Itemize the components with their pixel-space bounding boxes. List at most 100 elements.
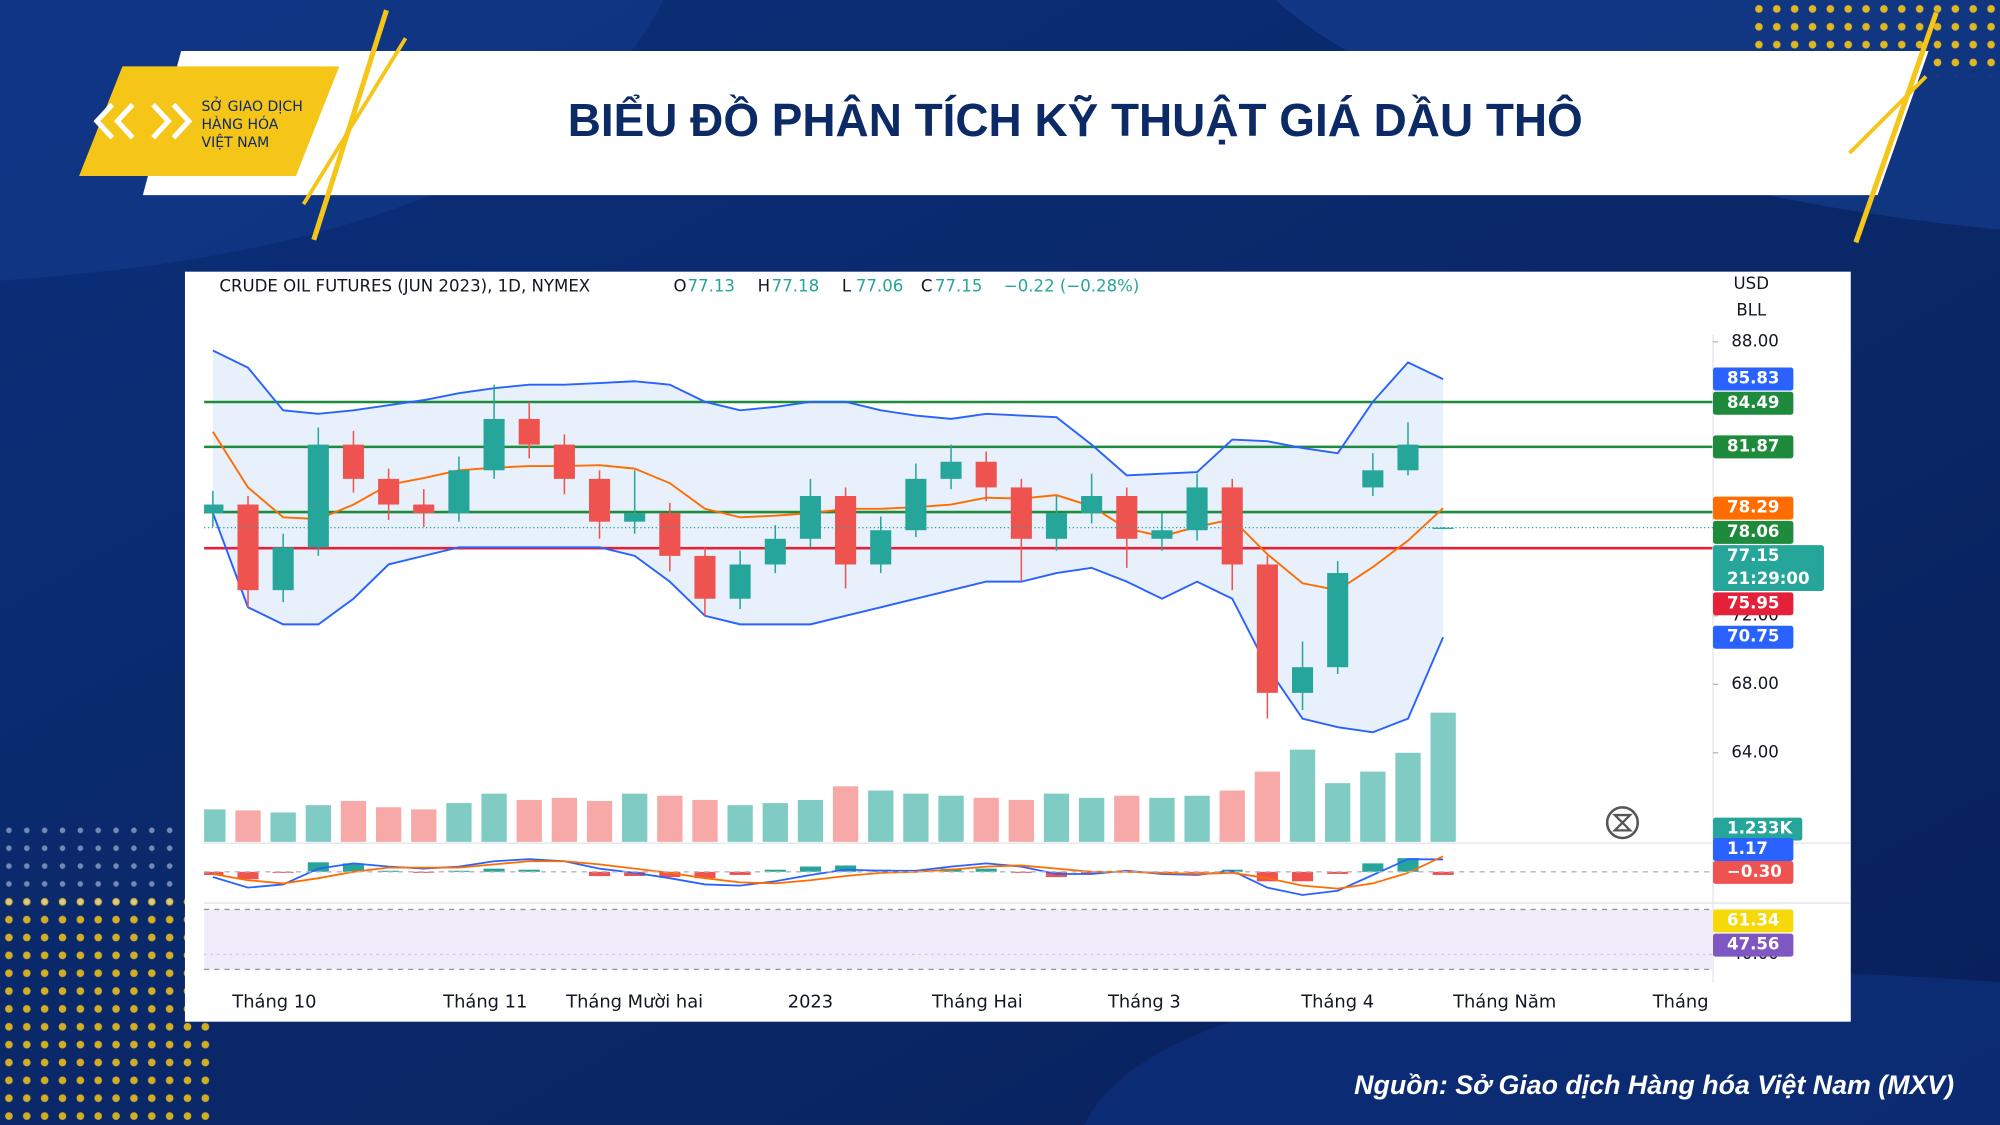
candle-body [553,444,575,479]
candle-body [659,513,681,556]
candle-body [975,461,997,488]
volume-bar [938,795,964,842]
candle-body [1327,573,1349,668]
volume-bar [446,803,472,842]
rsi-band [204,909,1714,970]
x-tick-label: Tháng Hai [931,992,1023,1013]
countdown-label: 21:29:00 [1727,569,1809,588]
candle-body [272,547,294,591]
ohlc-value: 77.18 [772,276,819,295]
accent-stripe [1853,11,1939,244]
macd-hist [1256,871,1278,882]
macd-hist [518,869,540,872]
plot-area [204,349,1714,971]
currency: USD [1734,274,1769,293]
price-badge [1713,592,1794,616]
volume-bar [1184,795,1210,842]
volume-bar [1008,799,1034,842]
change-label: −0.22 (−0.28%) [1004,276,1140,295]
indicator-badge-label: 1.233K [1727,819,1793,838]
candle-body [378,478,400,505]
ohlc-label: O [673,276,686,295]
macd-hist [1432,871,1454,875]
volume-bar [1078,797,1105,842]
indicator-badge [1713,933,1794,957]
volume-bar [1430,712,1456,842]
macd-signal [212,855,1444,890]
volume-bar [1043,793,1070,842]
x-tick-label: Tháng Mười hai [565,992,703,1013]
logo-chevron [171,102,193,140]
price-badge-label: 70.75 [1727,627,1779,646]
ohlc-value: 77.13 [688,276,735,295]
slide-title: BIỂU ĐỒ PHÂN TÍCH KỸ THUẬT GIÁ DẦU THÔ [568,94,1583,146]
ohlc-value: 77.15 [935,276,982,295]
volume-bar [1114,795,1140,842]
candle-body [1186,487,1208,531]
candle-body [764,538,786,565]
volume-bar [1360,771,1386,842]
x-tick-label: Tháng 10 [231,992,316,1013]
volume-bar [622,793,648,842]
volume-bar [305,805,331,842]
x-tick-label: Tháng 4 [1300,992,1374,1013]
volume-bar [340,800,367,842]
x-tick-label: 2023 [788,992,833,1013]
candle-body [729,564,751,599]
volume-bar [1254,771,1281,842]
macd-hist [799,866,821,872]
accent-stripe [1848,75,1928,155]
volume-bar [551,797,578,842]
volume-bar [235,810,261,842]
macd-hist [1362,863,1384,872]
y-tick-label: 88.00 [1731,331,1778,350]
macd-hist [694,871,716,879]
macd-hist [624,871,646,877]
volume-bar [832,786,859,842]
ohlc-label: L [842,276,852,295]
candle-body [307,444,329,548]
price-badge [1713,391,1794,415]
volume-bar [868,790,894,842]
macd-hist [342,863,365,872]
indicator-badge-label: 61.34 [1727,910,1779,929]
macd-hist [1291,871,1314,882]
candle-body [1116,495,1138,539]
logo-chevron [93,102,115,140]
indicator-badge-label: 47.56 [1727,935,1779,954]
volume-bar [657,795,683,842]
candle-body [1362,470,1384,488]
volume-bar [1149,797,1175,842]
dot-pattern [0,892,217,1125]
volume-bar [1395,752,1421,842]
macd-hist [659,871,681,878]
candle-body [1397,444,1419,471]
price-badge-label: 75.95 [1727,593,1779,612]
price-badge-label: 84.49 [1727,393,1779,412]
volume-bar [270,812,296,842]
price-badge-label: 85.83 [1727,369,1779,388]
x-axis: Tháng 10 Tháng 11 Tháng Mười hai 2023 Tháng … [231,982,1726,1013]
indicator-badge [1713,860,1794,884]
y-tick-label: 68.00 [1731,674,1778,693]
candle-body [483,418,505,471]
macd-hist [835,865,857,872]
macd-hist [448,870,470,872]
x-tick-label: Tháng 6 [1652,992,1726,1013]
macd-hist [1327,871,1349,874]
price-badge [1713,435,1794,459]
macd-hist [483,868,505,872]
volume-bar [516,799,542,842]
candle-body [694,555,716,599]
candle-body [237,504,259,591]
candle-body [835,495,857,565]
dot-pattern [0,816,179,906]
candle-body [905,478,927,531]
candle-body [624,513,646,522]
price-badge [1713,520,1794,544]
macd-hist [1081,871,1103,874]
indicator-badge-label: −0.30 [1727,862,1782,881]
volume-bar [762,803,788,842]
indicator-badge [1713,838,1794,861]
